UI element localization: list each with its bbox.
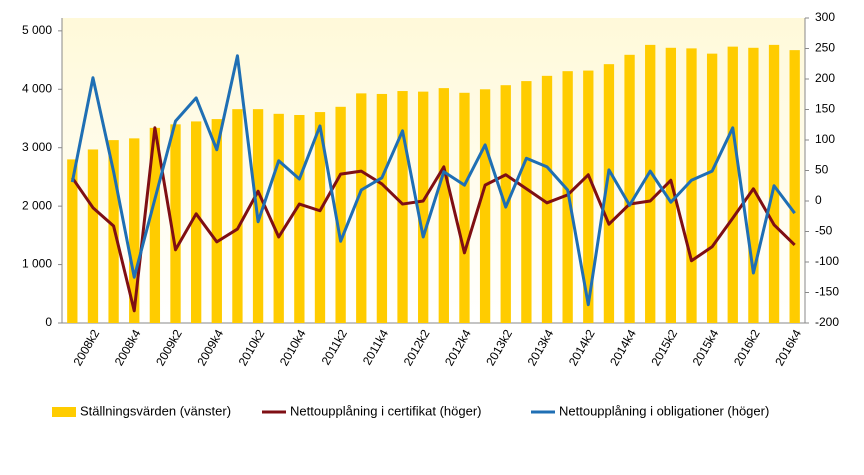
bar (273, 113, 284, 323)
x-tick-label: 2014k2 (566, 327, 598, 368)
plot-area (62, 18, 805, 323)
y2-tick-label: -200 (815, 315, 839, 329)
x-tick-label: 2013k4 (525, 327, 557, 368)
bar (87, 149, 99, 323)
line (71, 126, 796, 313)
bar (645, 44, 656, 324)
y2-tick-label: 100 (815, 132, 835, 146)
bar (603, 64, 615, 324)
legend-swatch (52, 407, 76, 417)
bar (479, 89, 491, 323)
y2-tick-label: 250 (815, 41, 835, 55)
x-tick-label: 2013k2 (483, 327, 515, 368)
legend-label: Nettoupplåning i certifikat (höger) (290, 403, 482, 418)
x-tick-label: 2011k4 (360, 327, 392, 368)
y-tick-label: 2 000 (22, 198, 52, 212)
y-tick-label: 0 (45, 315, 52, 329)
y2-tick-label: -100 (815, 254, 839, 268)
y2-tick-label: 200 (815, 71, 835, 85)
bar (521, 81, 532, 323)
y2-tick-label: -50 (815, 224, 833, 238)
bar (686, 48, 697, 323)
bar (376, 93, 388, 323)
bar (583, 70, 594, 323)
bar (397, 91, 408, 323)
x-tick-label: 2009k2 (153, 327, 185, 368)
bar (190, 121, 202, 323)
bar (314, 112, 326, 323)
x-tick-label: 2012k2 (401, 327, 433, 368)
bar (418, 91, 429, 323)
bar (727, 46, 738, 323)
bar (211, 119, 222, 324)
bar (541, 75, 553, 324)
bar (170, 124, 181, 323)
x-tick-label: 2012k4 (442, 327, 474, 368)
bar (67, 159, 78, 323)
bar (459, 92, 470, 323)
y2-tick-label: 0 (815, 193, 822, 207)
x-tick-label: 2016k4 (772, 327, 804, 368)
bar (294, 114, 305, 323)
legend-label: Ställningsvärden (vänster) (80, 403, 231, 418)
bar (149, 127, 161, 323)
x-tick-label: 2008k4 (112, 327, 144, 368)
x-tick-label: 2010k4 (277, 327, 309, 368)
bar (335, 106, 346, 324)
y-tick-label: 1 000 (22, 257, 52, 271)
bar (438, 88, 449, 323)
legend-label: Nettoupplåning i obligationer (höger) (559, 403, 769, 418)
y2-tick-label: 300 (815, 10, 835, 24)
x-tick-label: 2011k2 (319, 327, 351, 368)
y2-tick-label: -150 (815, 285, 839, 299)
x-tick-label: 2009k4 (194, 327, 226, 368)
bar (768, 44, 780, 324)
line (70, 54, 796, 307)
x-tick-label: 2016k2 (731, 327, 763, 368)
y-tick-label: 4 000 (22, 81, 52, 95)
x-tick-label: 2014k4 (607, 327, 639, 368)
bar (748, 47, 759, 323)
y-tick-label: 5 000 (22, 23, 52, 37)
y2-tick-label: 150 (815, 102, 835, 116)
bar (624, 54, 635, 324)
bar (129, 138, 140, 323)
x-tick-label: 2015k4 (690, 327, 722, 368)
bar (789, 50, 800, 323)
x-tick-label: 2010k2 (236, 327, 268, 368)
bar (706, 53, 718, 324)
x-tick-label: 2008k2 (70, 327, 102, 368)
bar (356, 93, 367, 323)
x-tick-label: 2015k2 (648, 327, 680, 368)
bar (232, 109, 243, 324)
y-tick-label: 3 000 (22, 140, 52, 154)
y2-tick-label: 50 (815, 163, 829, 177)
